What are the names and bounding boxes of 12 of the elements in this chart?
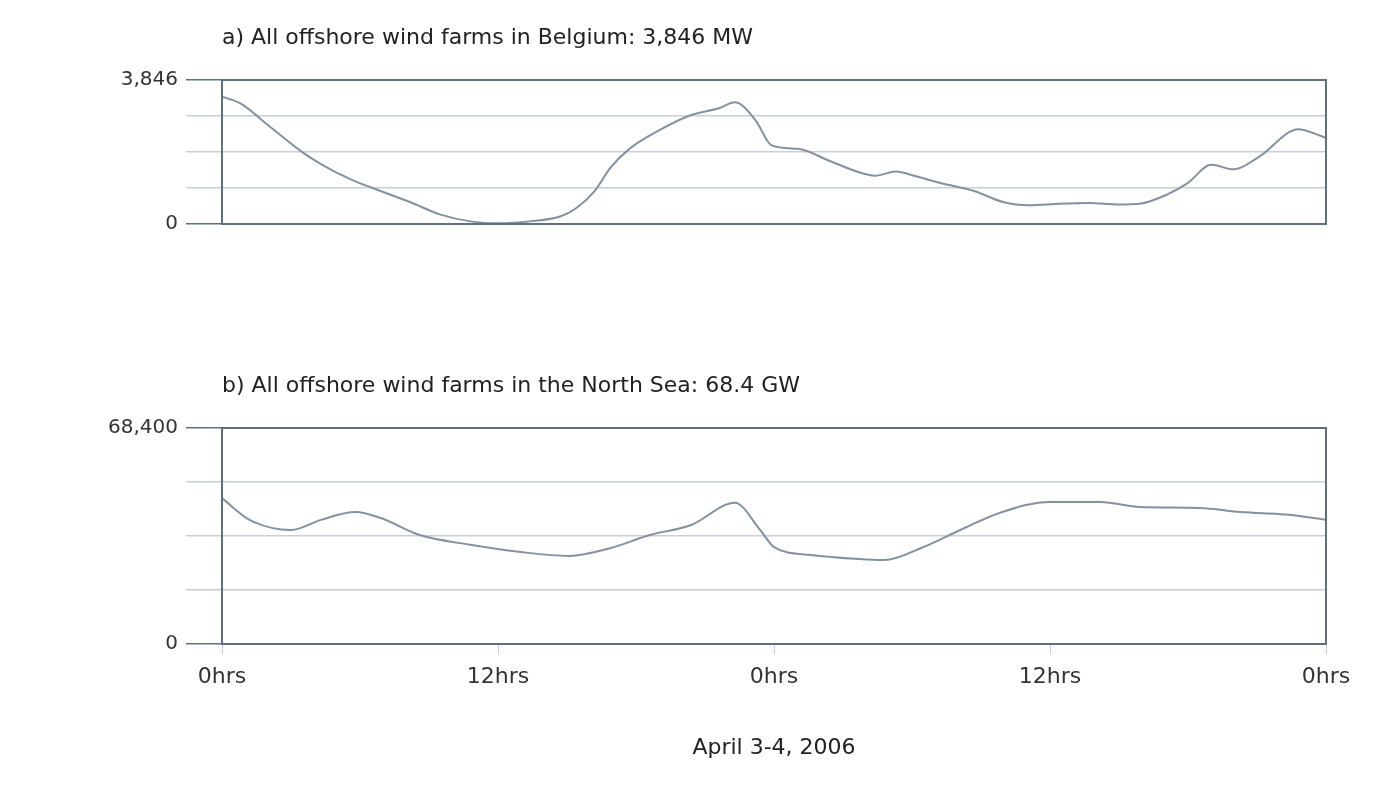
x-tick-label: 0hrs (749, 662, 799, 688)
x-tick-label: 12hrs (1018, 662, 1082, 688)
x-tick-label: 0hrs (1301, 662, 1351, 688)
x-axis-title: April 3-4, 2006 (691, 734, 857, 759)
y-tick-label: 68,400 (108, 414, 178, 439)
y-tick-label: 0 (165, 630, 178, 655)
chart-title: b) All offshore wind farms in the North Sea: 68.4 GW (222, 372, 800, 397)
chart-title: a) All offshore wind farms in Belgium: 3,846 MW (222, 24, 754, 49)
x-tick-label: 0hrs (197, 662, 247, 688)
y-tick-label: 0 (165, 210, 178, 235)
x-tick-label: 12hrs (466, 662, 530, 688)
y-tick-label: 3,846 (120, 66, 178, 91)
